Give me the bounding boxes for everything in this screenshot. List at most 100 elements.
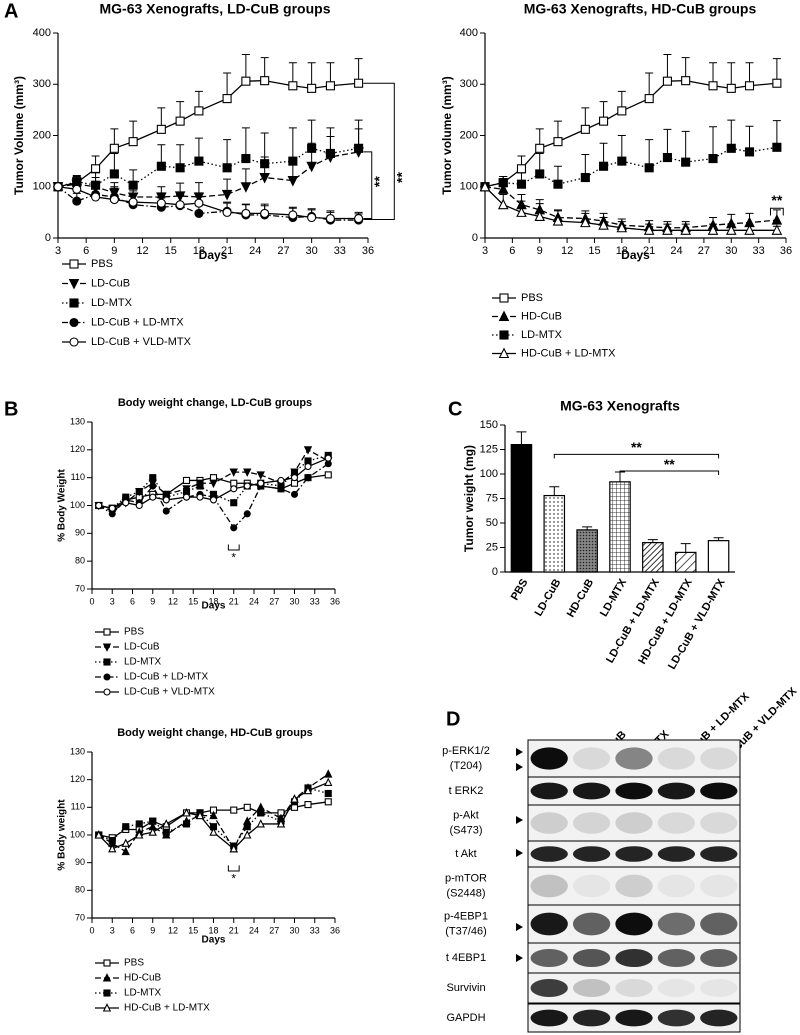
- x-tick-label: 21: [221, 245, 233, 257]
- legend-marker: [103, 959, 111, 967]
- y-tick-label: 400: [460, 27, 478, 39]
- series-line: [98, 801, 329, 839]
- marker: [121, 838, 130, 847]
- x-axis-label: Days: [202, 935, 226, 946]
- legend-marker: [68, 278, 80, 290]
- y-axis-label: Tumor volume (mm³): [440, 76, 454, 194]
- legend-label: LD-CuB + VLD-MTX: [91, 336, 192, 348]
- blot-band: [657, 846, 696, 862]
- blot-band: [530, 1009, 568, 1027]
- marker: [580, 172, 590, 183]
- marker: [109, 169, 119, 179]
- blot-band: [530, 979, 568, 997]
- x-tick-label: 21: [229, 596, 239, 606]
- row-label: p-Akt: [453, 809, 479, 821]
- y-tick-label: 300: [460, 78, 478, 90]
- marker: [257, 479, 265, 487]
- error-bar: [354, 119, 363, 149]
- marker: [325, 148, 335, 158]
- x-tick-label: 12: [168, 925, 178, 935]
- blot-band: [572, 747, 611, 770]
- arrowhead: [516, 954, 523, 962]
- legend-marker: [103, 673, 111, 681]
- marker: [708, 81, 718, 91]
- annotation: *: [231, 551, 236, 565]
- marker: [304, 462, 312, 471]
- marker: [162, 828, 170, 836]
- y-tick-label: 130: [70, 416, 85, 426]
- marker: [230, 485, 238, 493]
- marker: [156, 198, 166, 208]
- marker: [644, 94, 654, 104]
- marker: [516, 164, 527, 174]
- marker: [222, 94, 232, 104]
- y-tick-label: 90: [75, 528, 85, 538]
- blot-band: [700, 949, 738, 967]
- marker: [599, 116, 609, 126]
- blot-band: [657, 1009, 696, 1027]
- y-tick-label: 80: [75, 556, 85, 566]
- y-axis-label: Tumor Volume (mm³): [12, 76, 26, 195]
- series-line: [98, 457, 329, 509]
- legend-label: LD-MTX: [124, 988, 162, 999]
- marker: [535, 169, 545, 179]
- marker: [257, 809, 265, 817]
- marker: [175, 163, 185, 173]
- legend-marker: [69, 317, 79, 328]
- marker: [128, 137, 138, 147]
- marker: [243, 803, 251, 811]
- x-tick-label: 3: [55, 245, 61, 257]
- marker: [91, 164, 101, 174]
- y-tick-label: 200: [460, 129, 478, 141]
- marker: [259, 172, 270, 184]
- marker: [354, 78, 364, 88]
- y-axis-label: % Body weight: [57, 799, 68, 871]
- annotation: **: [631, 439, 642, 455]
- legend-marker: [499, 330, 509, 340]
- chart-title: MG-63 Xenografts, LD-CuB groups: [99, 1, 330, 17]
- x-axis-label: Days: [621, 248, 650, 262]
- error-bar: [663, 128, 672, 158]
- marker: [243, 468, 252, 477]
- x-tick-label: 6: [130, 596, 135, 606]
- error-bar: [645, 139, 654, 168]
- x-tick-label: 24: [249, 245, 261, 257]
- x-tick-label: 9: [150, 596, 155, 606]
- error-bar: [549, 486, 560, 496]
- bracket: [619, 470, 720, 475]
- series-line: [57, 80, 359, 188]
- marker: [662, 224, 673, 235]
- marker: [194, 106, 204, 116]
- x-axis-label: Days: [202, 601, 226, 612]
- marker: [680, 224, 691, 235]
- marker: [122, 499, 130, 507]
- marker: [256, 471, 265, 480]
- y-tick-label: 0: [45, 232, 51, 244]
- x-tick-label: 36: [330, 596, 340, 606]
- x-tick-label: 3: [110, 596, 115, 606]
- series-line: [98, 448, 329, 512]
- x-tick-label: 36: [330, 925, 340, 935]
- bracket: [227, 544, 240, 551]
- marker: [72, 184, 82, 194]
- bracket: [363, 82, 395, 221]
- legend-label: HD-CuB + LD-MTX: [124, 1003, 210, 1014]
- error-bar: [680, 543, 691, 553]
- x-tick-label: 18: [208, 925, 218, 935]
- marker: [552, 215, 564, 226]
- error-bar: [709, 126, 718, 159]
- marker: [195, 810, 205, 820]
- annotation: **: [664, 456, 675, 472]
- blot-band: [615, 912, 653, 936]
- bracket: [553, 453, 720, 459]
- x-tick-label: 15: [588, 245, 600, 257]
- panel-label: C: [448, 398, 462, 420]
- marker: [681, 157, 691, 167]
- legend-label: PBS: [124, 627, 144, 638]
- marker: [135, 488, 143, 496]
- row-label: p-4EBP1: [444, 910, 488, 922]
- marker: [241, 76, 251, 86]
- marker: [580, 216, 591, 228]
- x-tick-label: 24: [249, 596, 259, 606]
- y-tick-label: 70: [75, 583, 85, 593]
